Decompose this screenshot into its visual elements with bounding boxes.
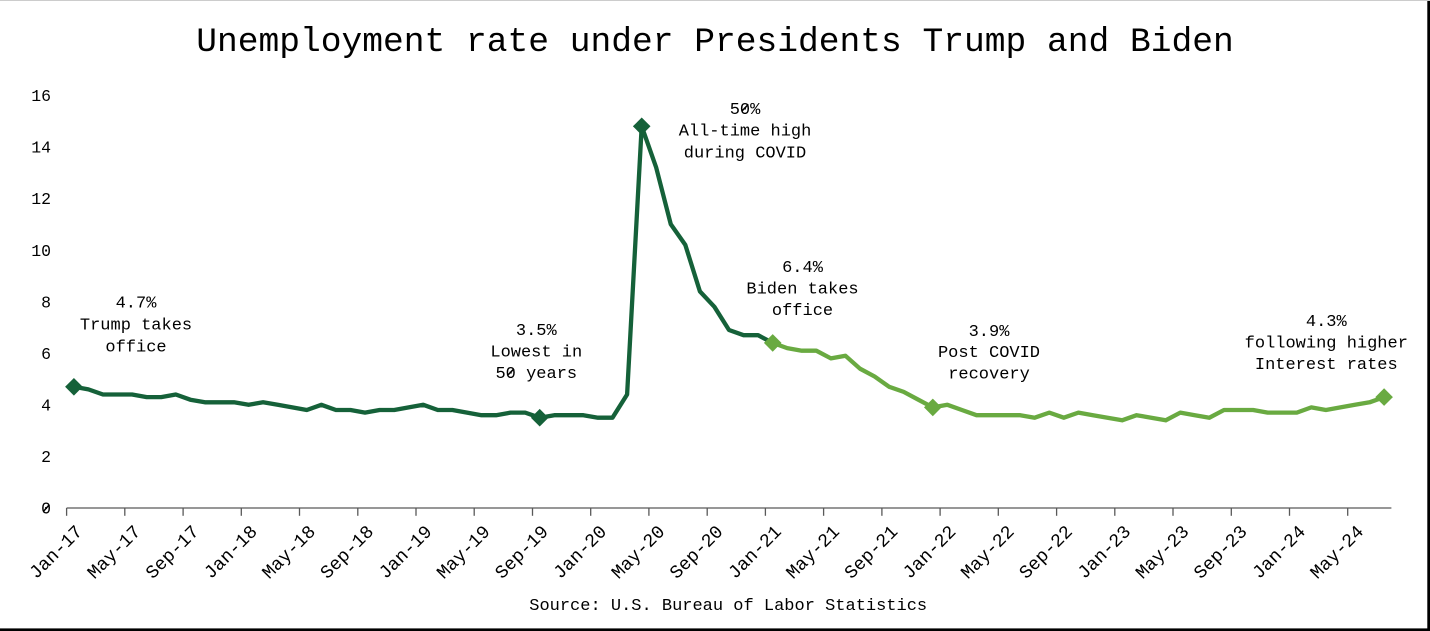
svg-text:4: 4	[41, 397, 51, 416]
svg-text:during COVID: during COVID	[684, 144, 806, 163]
svg-text:Source: U.S. Bureau of Labor S: Source: U.S. Bureau of Labor Statistics	[529, 597, 927, 616]
svg-text:recovery: recovery	[948, 366, 1030, 385]
svg-text:50%: 50%	[730, 101, 761, 120]
svg-text:following higher: following higher	[1245, 335, 1408, 354]
svg-text:All-time high: All-time high	[679, 123, 812, 142]
svg-text:6: 6	[41, 345, 51, 364]
svg-text:12: 12	[31, 190, 51, 209]
svg-text:6.4%: 6.4%	[782, 259, 824, 278]
svg-text:14: 14	[31, 139, 51, 158]
svg-text:Unemployment rate under Presid: Unemployment rate under Presidents Trump…	[196, 23, 1234, 62]
svg-text:10: 10	[31, 242, 51, 261]
svg-text:2: 2	[41, 448, 51, 467]
svg-text:office: office	[772, 302, 833, 321]
svg-text:Biden takes: Biden takes	[746, 281, 858, 300]
svg-text:8: 8	[41, 293, 51, 312]
svg-text:4.7%: 4.7%	[116, 295, 158, 314]
svg-text:Interest rates: Interest rates	[1255, 356, 1398, 375]
svg-text:Lowest in: Lowest in	[490, 344, 582, 363]
svg-text:16: 16	[31, 87, 51, 106]
svg-text:office: office	[105, 339, 166, 358]
svg-text:Trump takes: Trump takes	[80, 317, 192, 336]
svg-text:Post COVID: Post COVID	[938, 344, 1040, 363]
svg-text:4.3%: 4.3%	[1306, 313, 1348, 332]
svg-text:3.9%: 3.9%	[969, 323, 1011, 342]
svg-text:50 years: 50 years	[495, 365, 577, 384]
svg-text:3.5%: 3.5%	[516, 322, 558, 341]
